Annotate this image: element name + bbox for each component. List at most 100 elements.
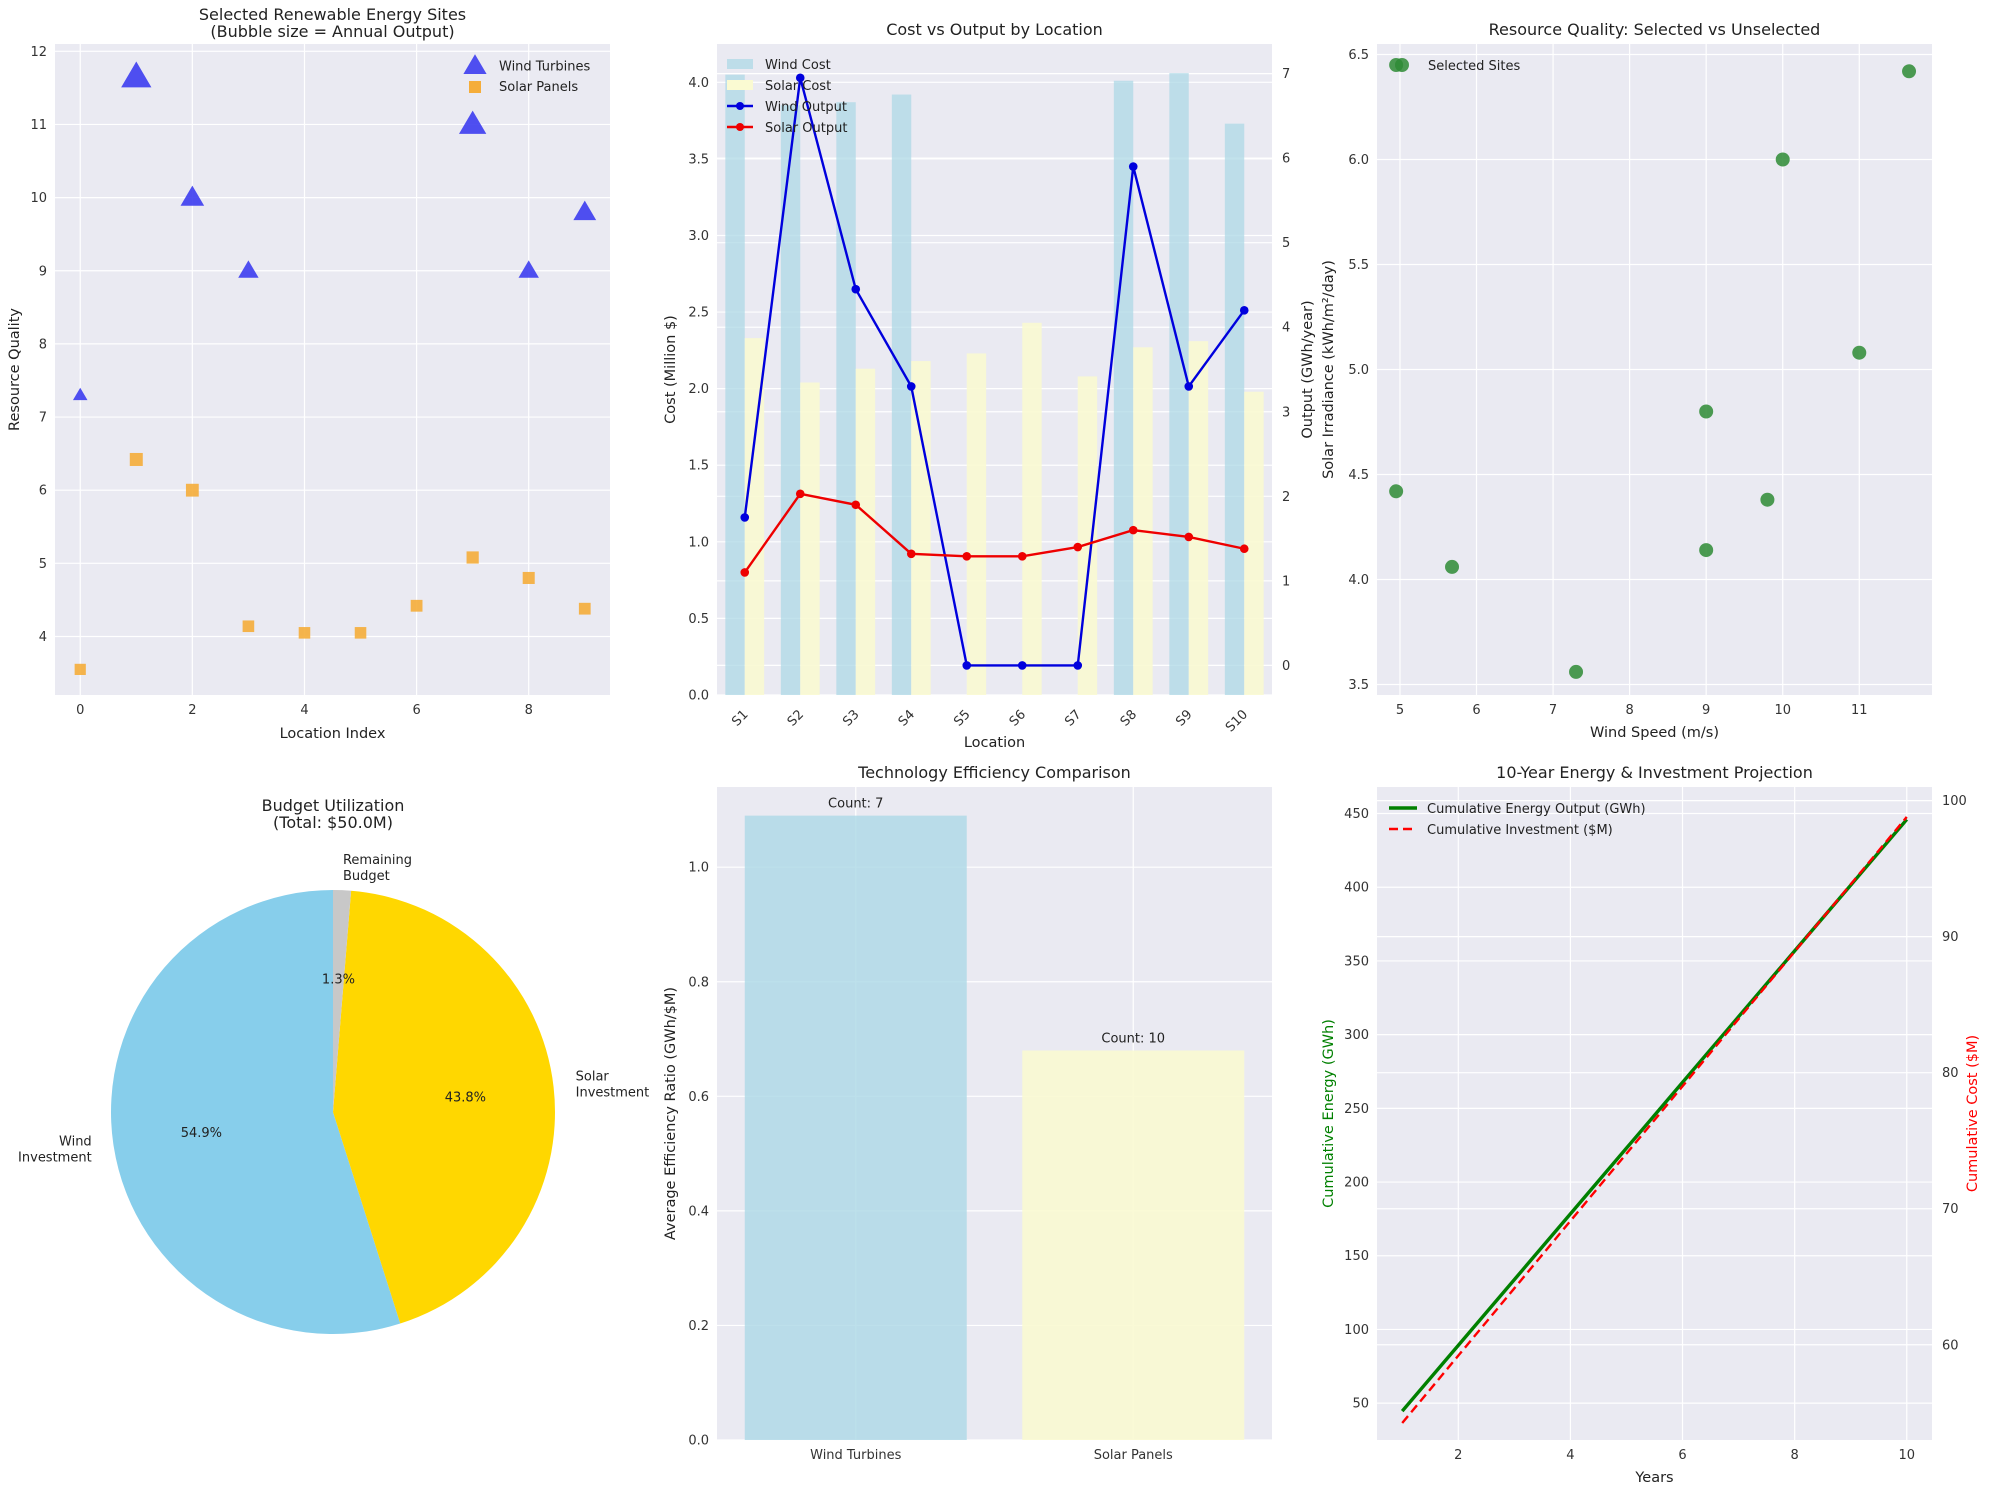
- c2-solar-cost-bar: [800, 382, 820, 695]
- c1-wind-marker: [121, 61, 152, 88]
- c2-solar-cost-bar: [744, 338, 765, 695]
- c2-xtick-label: S5: [951, 707, 973, 729]
- c1-solar-marker: [129, 452, 143, 466]
- c2-legend-solar-cost-label: Solar Cost: [765, 79, 831, 94]
- c1-xtick-label: 0: [76, 703, 84, 718]
- c2-y2tick-label: 5: [1282, 236, 1290, 251]
- c5-title: Technology Efficiency Comparison: [857, 763, 1131, 782]
- c4-title: Budget Utilization: [262, 796, 405, 815]
- c1-solar-marker: [298, 627, 311, 639]
- c1-xtick-label: 8: [525, 703, 533, 718]
- c5-ytick-label: 0.2: [688, 1319, 709, 1334]
- c2-ytick-label: 0.0: [688, 689, 709, 704]
- c6-y2tick-label: 60: [1942, 1338, 1959, 1353]
- c1-ytick-label: 7: [39, 411, 47, 426]
- c1-solar-marker: [466, 551, 479, 564]
- c1-xtick-label: 4: [300, 703, 308, 718]
- c6-title: 10-Year Energy & Investment Projection: [1496, 763, 1813, 782]
- c3-legend-marker: [1395, 58, 1409, 72]
- c2-xtick-label: S1: [729, 707, 751, 729]
- c2-xtick-label: S6: [1007, 707, 1029, 729]
- c1-solar-marker: [74, 663, 86, 675]
- c1-solar-marker: [410, 599, 423, 612]
- c6-xtick-label: 10: [1898, 1448, 1915, 1463]
- c2-ylabel: Cost (Million $): [663, 315, 679, 424]
- c4-slice-label-line: Wind: [59, 1134, 92, 1149]
- c2-ytick-label: 3.5: [688, 152, 709, 167]
- c1-title: Selected Renewable Energy Sites: [199, 5, 466, 24]
- c4-slice-label-line: Investment: [576, 1085, 650, 1100]
- c4-slice-label-line: Investment: [18, 1150, 92, 1165]
- c2-solar-cost-bar: [1133, 347, 1153, 695]
- c2-y2tick-label: 2: [1282, 490, 1290, 505]
- c6-ytick-label: 450: [1344, 807, 1369, 822]
- c1-ytick-label: 4: [39, 630, 47, 645]
- c6-ytick-label: 350: [1344, 954, 1369, 969]
- c6-xtick-label: 6: [1678, 1448, 1686, 1463]
- c5-bar: [744, 815, 967, 1440]
- c4-slice-label: Wind Investment: [18, 1134, 92, 1165]
- c2-wind-output-point: [1239, 306, 1249, 315]
- c3-ytick-label: 6.0: [1348, 153, 1369, 168]
- c1-subtitle: (Bubble size = Annual Output): [210, 22, 454, 41]
- c2-legend-solar-output-label: Solar Output: [765, 121, 847, 136]
- c1-ytick-label: 10: [30, 191, 47, 206]
- c3-xtick-label: 7: [1549, 703, 1557, 718]
- c1-wind-marker: [180, 185, 205, 206]
- c2-solar-cost-bar: [966, 353, 987, 695]
- c2-solar-output-point: [1017, 552, 1027, 561]
- c2-legend-solar-cost-swatch: [727, 80, 753, 90]
- c1-wind-marker: [573, 200, 597, 221]
- c5-ytick-label: 0.0: [688, 1434, 709, 1449]
- c6-ytick-label: 300: [1344, 1028, 1369, 1043]
- c2-ytick-label: 2.0: [688, 382, 709, 397]
- c4-slice-label: Solar Investment: [576, 1069, 650, 1100]
- c5-ylabel: Average Efficiency Ratio (GWh/$M): [663, 987, 679, 1240]
- c2-solar-cost-bar: [911, 361, 931, 695]
- c3-xtick-label: 11: [1851, 703, 1868, 718]
- c1-ytick-label: 12: [30, 45, 47, 60]
- c2-solar-cost-bar: [855, 368, 876, 695]
- c3-ytick-label: 6.5: [1348, 48, 1369, 63]
- c3-ytick-label: 5.0: [1348, 363, 1369, 378]
- c2-legend-wind-cost-label: Wind Cost: [765, 58, 831, 73]
- c1-legend-wind-label: Wind Turbines: [499, 60, 590, 75]
- c3-ylabel: Solar Irradiance (kWh/m²/day): [1321, 260, 1337, 479]
- c6-legend-energy-label: Cumulative Energy Output (GWh): [1427, 802, 1646, 817]
- c2-legend-solar-output-marker: [736, 123, 744, 131]
- c6-y2tick-label: 90: [1942, 930, 1959, 945]
- c1-wind-marker: [238, 260, 259, 278]
- c2-y2tick-label: 7: [1282, 67, 1290, 82]
- c1-ytick-label: 8: [39, 337, 47, 352]
- c4-slice-percent: 43.8%: [445, 1090, 486, 1105]
- c1-ylabel: Resource Quality: [7, 308, 23, 431]
- c2-solar-output-point: [1073, 542, 1083, 552]
- c6-ytick-label: 150: [1344, 1249, 1369, 1264]
- c2-xtick-label: S9: [1173, 707, 1195, 729]
- c2-wind-cost-bar: [1169, 73, 1189, 696]
- c3-xtick-label: 10: [1774, 703, 1791, 718]
- c2-xtick-label: S7: [1062, 707, 1084, 729]
- c1-ytick-label: 5: [39, 557, 47, 572]
- c3-selected-point: [1902, 64, 1917, 79]
- c6-y2label: Cumulative Cost ($M): [1965, 1035, 1981, 1192]
- c2-xtick-label: S8: [1118, 707, 1140, 729]
- c3-selected-point: [1699, 404, 1714, 419]
- c3-xtick-label: 9: [1702, 703, 1710, 718]
- c2-xtick-label: S3: [840, 707, 862, 729]
- c1-solar-marker: [354, 627, 367, 639]
- c5-xtick-label: Wind Turbines: [810, 1448, 901, 1463]
- c3-xtick-label: 5: [1396, 703, 1404, 718]
- c3-selected-point: [1775, 152, 1790, 167]
- c6-ytick-label: 400: [1344, 881, 1369, 896]
- c3-selected-point: [1760, 492, 1775, 507]
- c5-ytick-label: 0.4: [688, 1204, 709, 1219]
- c2-solar-output-point: [740, 568, 750, 577]
- c2-xtick-label: S10: [1223, 707, 1251, 735]
- c3-xtick-label: 8: [1625, 703, 1633, 718]
- c2-legend-wind-cost-swatch: [727, 59, 753, 69]
- c6-y2tick-label: 70: [1942, 1202, 1959, 1217]
- c3-xtick-label: 6: [1472, 703, 1480, 718]
- c4-slice-label-line: Remaining: [343, 853, 412, 868]
